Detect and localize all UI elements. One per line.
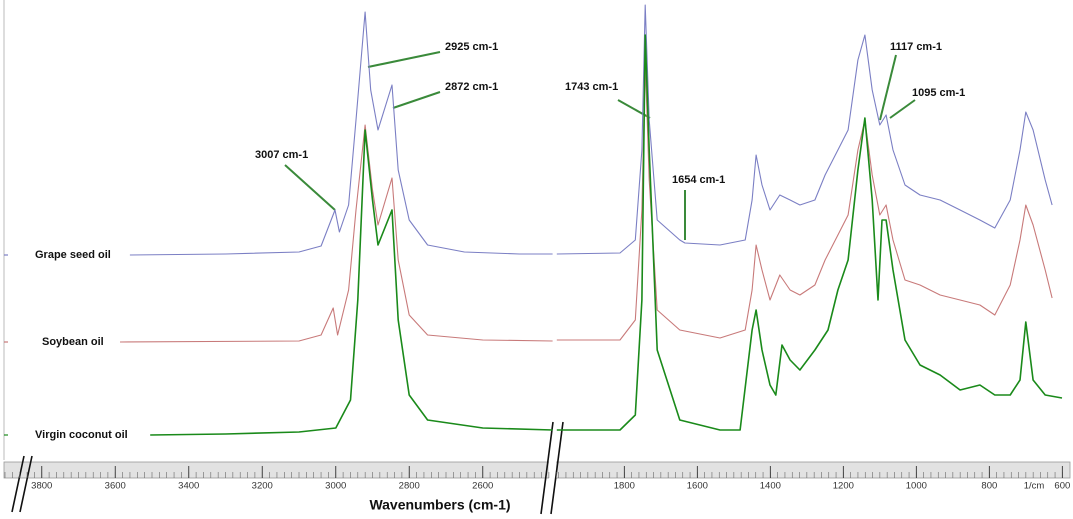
annotation: 1095 cm-1	[912, 87, 965, 99]
x-tick-label: 2800	[399, 481, 420, 492]
annotation-leader	[367, 51, 441, 68]
axis-gap	[549, 0, 556, 480]
annotation: 1743 cm-1	[565, 81, 618, 93]
annotation-leader	[392, 91, 441, 109]
x-tick-label: 1000	[906, 481, 927, 492]
annotation: 1117 cm-1	[890, 41, 942, 53]
x-tick-label: 3000	[325, 481, 346, 492]
axis-break-marks	[11, 421, 564, 515]
x-tick-label: 3800	[31, 481, 52, 492]
spectrum-line	[556, 59, 1053, 341]
series-name: Grape seed oil	[35, 249, 111, 261]
annotation: 1654 cm-1	[672, 174, 725, 186]
spectrum-line	[129, 11, 553, 256]
annotation-leader	[284, 164, 336, 211]
x-tick-label: 1400	[760, 481, 781, 492]
x-tick-label: 600	[1054, 481, 1070, 492]
x-tick-label: 1600	[687, 481, 708, 492]
spectrum-line	[150, 129, 553, 436]
annotation: 2925 cm-1	[445, 41, 498, 53]
annotation: 3007 cm-1	[255, 149, 308, 161]
x-tick-label: 3400	[178, 481, 199, 492]
series-name: Virgin coconut oil	[35, 429, 128, 441]
x-tick-label: 3200	[252, 481, 273, 492]
x-tick-label: 2600	[472, 481, 493, 492]
annotation-leader	[889, 99, 916, 119]
annotation-leader	[617, 99, 651, 119]
annotation-leader	[879, 54, 897, 121]
series-name: Soybean oil	[42, 336, 104, 348]
spectrum-line	[119, 124, 553, 343]
x-tick-label: 1200	[833, 481, 854, 492]
spectrum-line	[556, 34, 1063, 431]
x-unit-label: 1/cm	[1024, 481, 1045, 492]
x-tick-label: 1800	[614, 481, 635, 492]
ruler-band	[3, 461, 1071, 479]
x-tick-label: 800	[981, 481, 997, 492]
x-axis-label: Wavenumbers (cm-1)	[369, 497, 510, 513]
annotation: 2872 cm-1	[445, 81, 498, 93]
spectrum-line	[556, 4, 1053, 255]
x-tick-label: 3600	[105, 481, 126, 492]
